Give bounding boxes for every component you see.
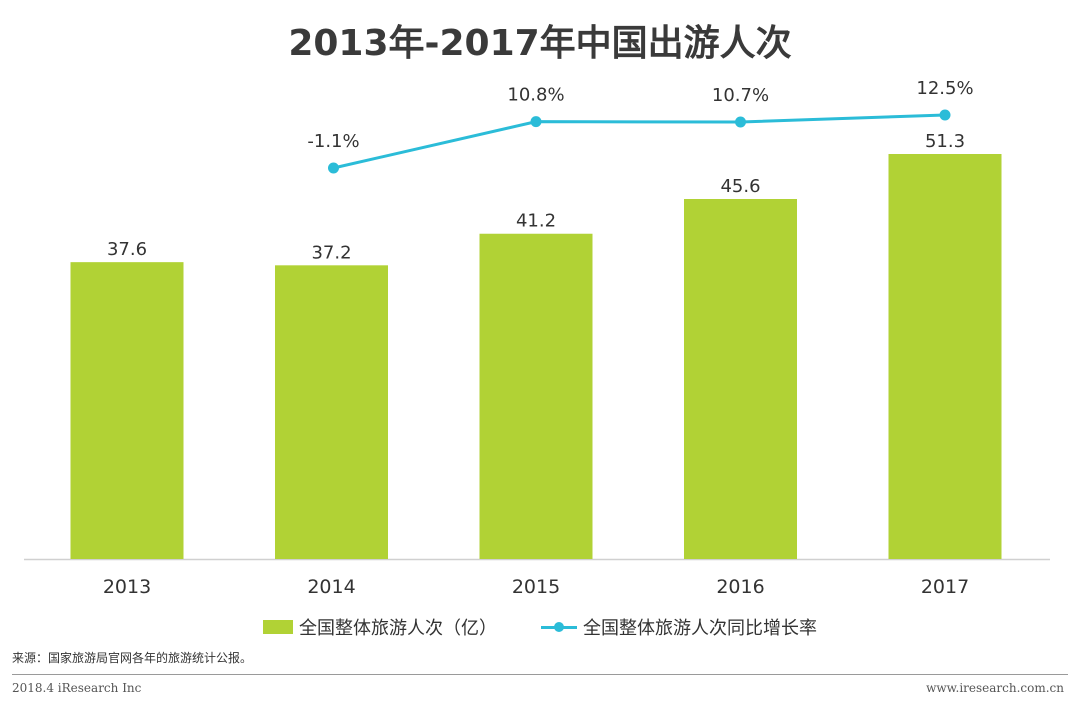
x-tick-2014: 2014 (307, 576, 355, 598)
legend-bar-label: 全国整体旅游人次（亿） (299, 618, 497, 639)
x-tick-2013: 2013 (103, 576, 151, 598)
bar-2013 (70, 262, 184, 559)
legend-bar-swatch (263, 620, 293, 634)
chart-legend: 全国整体旅游人次（亿） 全国整体旅游人次同比增长率 (0, 614, 1080, 640)
growth-label-2014: -1.1% (307, 131, 359, 152)
x-tick-2017: 2017 (921, 576, 969, 598)
growth-label-2017: 12.5% (916, 78, 973, 99)
bar-2017 (888, 154, 1002, 559)
x-tick-2016: 2016 (716, 576, 764, 598)
growth-point-2017 (939, 109, 951, 121)
bar-2016 (684, 199, 797, 559)
growth-point-2015 (530, 116, 542, 128)
legend-item-bar: 全国整体旅游人次（亿） (263, 614, 497, 640)
footer-copyright: 2018.4 iResearch Inc (12, 681, 142, 695)
bar-label-2014: 37.2 (311, 242, 351, 263)
legend-item-line: 全国整体旅游人次同比增长率 (541, 614, 817, 640)
chart-plot: 37.6 2013 37.2 2014 41.2 2015 45.6 2016 51.3 2017… (24, 78, 1050, 598)
bar-2014 (275, 265, 388, 559)
footer-website: www.iresearch.com.cn (926, 681, 1064, 695)
growth-point-2014 (328, 162, 339, 174)
growth-line (333, 113, 946, 170)
bar-label-2013: 37.6 (107, 239, 147, 260)
bar-2015 (479, 233, 593, 559)
growth-label-2015: 10.8% (507, 85, 564, 106)
growth-point-2016 (735, 116, 746, 128)
legend-line-label: 全国整体旅游人次同比增长率 (583, 618, 817, 639)
footer-divider (12, 674, 1068, 675)
bar-label-2015: 41.2 (516, 211, 556, 232)
source-note: 来源：国家旅游局官网各年的旅游统计公报。 (12, 651, 253, 665)
chart-title: 2013年-2017年中国出游人次 (288, 23, 792, 64)
x-tick-2015: 2015 (512, 576, 560, 598)
legend-line-swatch (541, 620, 577, 634)
bar-label-2017: 51.3 (925, 131, 965, 152)
growth-label-2016: 10.7% (712, 85, 769, 106)
bar-label-2016: 45.6 (720, 176, 760, 197)
